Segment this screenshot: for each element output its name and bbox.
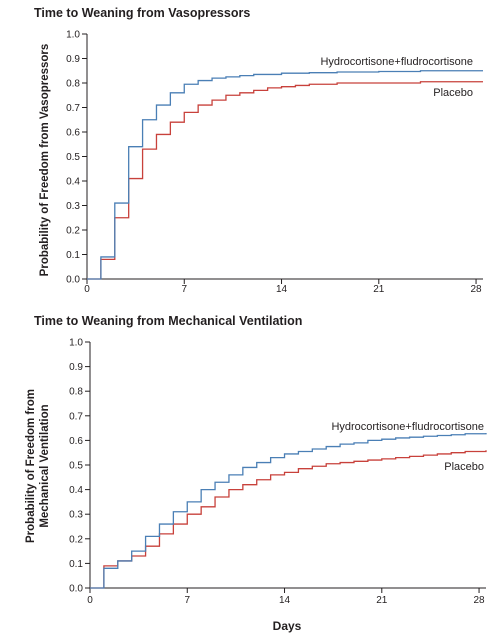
series-line-hydrocortisone xyxy=(87,70,483,280)
series-line-placebo xyxy=(90,450,487,589)
y-tick-label: 0.6 xyxy=(69,436,83,447)
x-tick-label: 14 xyxy=(276,284,288,295)
y-axis-label-line1: Probability of Freedom from xyxy=(25,389,37,543)
y-tick-label: 0.3 xyxy=(69,510,83,521)
series-group xyxy=(87,70,483,280)
ventilation-panel: Time to Weaning from Mechanical Ventilat… xyxy=(25,314,487,633)
series-label-hydrocortisone: Hydrocortisone+fludrocortisone xyxy=(320,56,473,68)
y-axis-label-line2: Mechanical Ventilation xyxy=(39,404,51,527)
x-tick-label: 0 xyxy=(84,284,90,295)
y-tick-label: 0.7 xyxy=(69,411,83,422)
y-tick-label: 0.4 xyxy=(66,177,80,188)
x-tick-label: 21 xyxy=(373,284,385,295)
y-ticks: 0.0 0.1 0.2 0.3 0.4 0.5 0.6 0.7 0.8 0.9 1.0 xyxy=(66,30,87,286)
y-tick-label: 0.5 xyxy=(66,152,80,163)
y-tick-label: 0.5 xyxy=(69,461,83,472)
y-tick-label: 0.1 xyxy=(66,250,80,261)
y-tick-label: 0.2 xyxy=(66,226,80,237)
x-tick-label: 14 xyxy=(279,595,291,606)
x-tick-label: 7 xyxy=(184,595,190,606)
y-tick-label: 0.4 xyxy=(69,485,83,496)
y-tick-label: 0.8 xyxy=(66,79,80,90)
x-axis-label: Days xyxy=(273,619,302,633)
series-label-placebo: Placebo xyxy=(444,461,484,473)
y-tick-label: 0.7 xyxy=(66,103,80,114)
x-tick-label: 7 xyxy=(181,284,187,295)
y-tick-label: 0.1 xyxy=(69,559,83,570)
y-ticks: 0.0 0.1 0.2 0.3 0.4 0.5 0.6 0.7 0.8 0.9 1.0 xyxy=(69,338,90,595)
vasopressor-panel: Time to Weaning from Vasopressors Probab… xyxy=(34,6,483,295)
y-tick-label: 0.0 xyxy=(69,584,83,595)
y-tick-label: 0.0 xyxy=(66,275,80,286)
x-tick-label: 0 xyxy=(87,595,93,606)
chart-title: Time to Weaning from Mechanical Ventilat… xyxy=(34,314,302,328)
series-label-hydrocortisone: Hydrocortisone+fludrocortisone xyxy=(331,421,484,433)
series-group xyxy=(90,433,487,589)
series-line-placebo xyxy=(87,81,483,280)
y-tick-label: 0.9 xyxy=(66,54,80,65)
series-label-placebo: Placebo xyxy=(433,87,473,99)
y-tick-label: 1.0 xyxy=(69,338,83,349)
x-tick-label: 21 xyxy=(376,595,388,606)
y-tick-label: 0.6 xyxy=(66,128,80,139)
y-tick-label: 1.0 xyxy=(66,30,80,41)
y-tick-label: 0.8 xyxy=(69,387,83,398)
series-line-hydrocortisone xyxy=(90,433,487,589)
x-ticks: 0 7 14 21 28 xyxy=(87,588,485,606)
y-tick-label: 0.3 xyxy=(66,201,80,212)
chart-title: Time to Weaning from Vasopressors xyxy=(34,6,250,20)
x-ticks: 0 7 14 21 28 xyxy=(84,279,482,295)
y-tick-label: 0.9 xyxy=(69,362,83,373)
x-tick-label: 28 xyxy=(470,284,482,295)
x-tick-label: 28 xyxy=(473,595,485,606)
y-axis-label: Probability of Freedom from Vasopressors xyxy=(39,44,51,277)
y-tick-label: 0.2 xyxy=(69,534,83,545)
